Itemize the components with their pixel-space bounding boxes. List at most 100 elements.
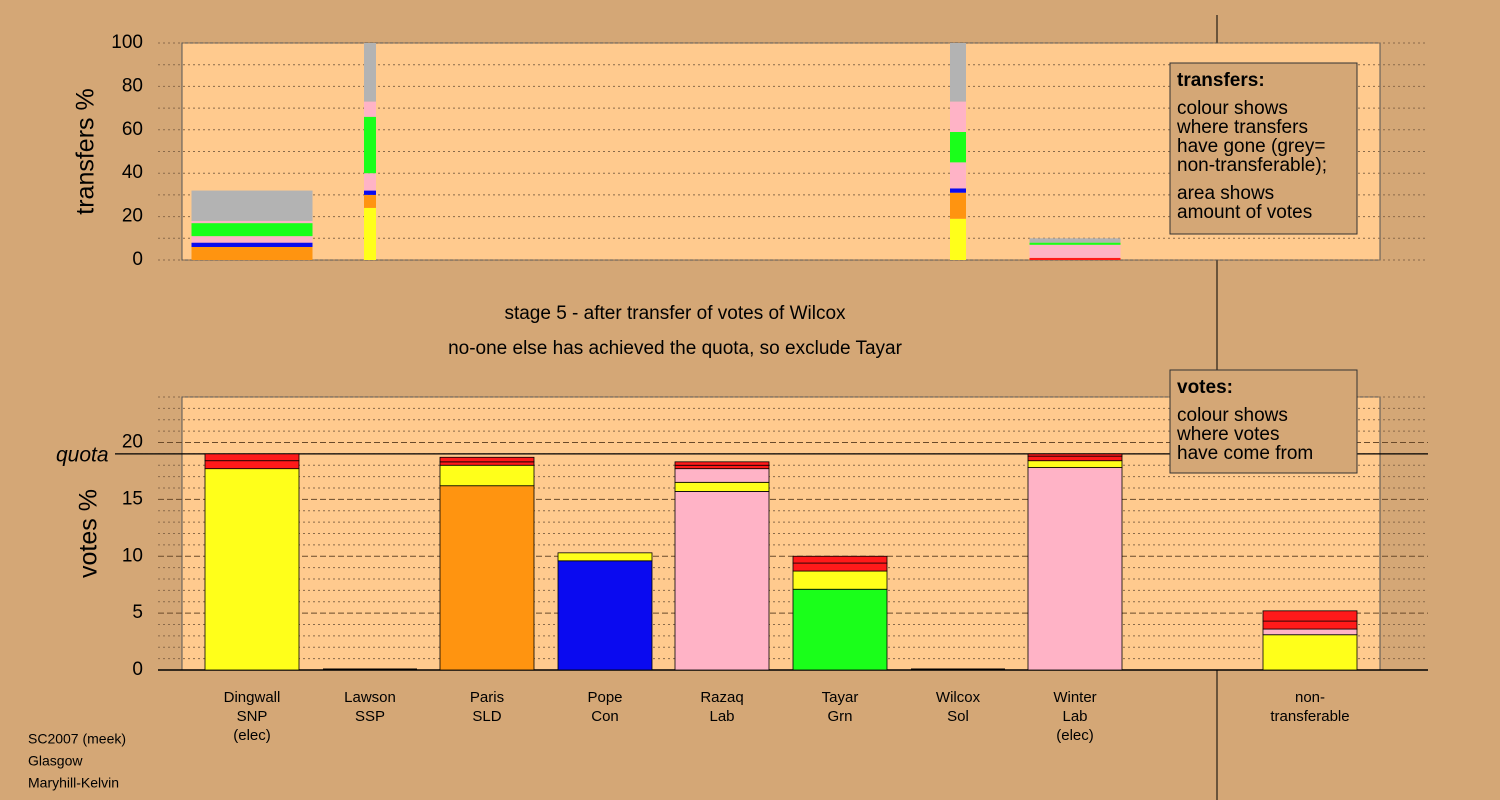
vote-segment [792, 562, 888, 572]
x-tick-label: SNP [237, 708, 268, 725]
transfer-segment [191, 190, 313, 221]
x-tick-label: non- [1295, 689, 1325, 706]
transfer-segment [364, 101, 376, 117]
x-tick-label: Grn [827, 708, 852, 725]
x-tick-label: Razaq [700, 689, 743, 706]
x-tick-label: transferable [1270, 708, 1349, 725]
quota-label: quota [56, 443, 109, 466]
vote-segment [1027, 453, 1123, 457]
legend-text: have gone (grey= [1177, 136, 1325, 157]
x-tick-label: SSP [355, 708, 385, 725]
x-tick-label: (elec) [233, 727, 271, 744]
vote-segment [792, 570, 888, 590]
x-tick-label: Winter [1053, 689, 1096, 706]
transfer-segment [191, 223, 313, 237]
y-tick-label: 100 [111, 32, 143, 53]
y-tick-label: 40 [122, 162, 143, 183]
transfer-segment [950, 188, 966, 193]
vote-segment [1262, 610, 1358, 622]
transfer-segment [950, 192, 966, 219]
stage-text: no-one else has achieved the quota, so e… [448, 338, 903, 359]
x-tick-label: Wilcox [936, 689, 981, 706]
vote-segment [1262, 634, 1358, 671]
vote-segment [204, 453, 300, 462]
transfer-segment [364, 43, 376, 102]
transfer-segment [191, 246, 313, 260]
y-tick-label: 15 [122, 488, 143, 509]
transfer-segment [1029, 257, 1121, 260]
legend-text: area shows [1177, 183, 1274, 204]
transfer-segment [191, 242, 313, 247]
x-tick-label: Pope [587, 689, 622, 706]
x-tick-label: Dingwall [224, 689, 281, 706]
transfer-segment [364, 173, 376, 191]
transfer-segment [191, 236, 313, 243]
footer-text: Glasgow [28, 753, 83, 769]
x-tick-label: Lab [1062, 708, 1087, 725]
vote-segment [439, 461, 535, 466]
vote-segment [1027, 455, 1123, 462]
x-tick-label: SLD [472, 708, 501, 725]
footer-text: Maryhill-Kelvin [28, 775, 119, 791]
transfer-segment [950, 218, 966, 260]
x-tick-label: (elec) [1056, 727, 1094, 744]
vote-segment [1027, 467, 1123, 671]
transfer-segment [364, 190, 376, 195]
y-tick-label: 60 [122, 119, 143, 140]
y-axis-label: transfers % [72, 88, 100, 214]
vote-segment [674, 481, 770, 492]
footer-text: SC2007 (meek) [28, 731, 126, 747]
transfer-segment [950, 43, 966, 102]
transfer-segment [191, 220, 313, 224]
stage-text: stage 5 - after transfer of votes of Wil… [504, 303, 846, 324]
y-tick-label: 0 [132, 659, 143, 680]
vote-segment [792, 555, 888, 564]
vote-segment [674, 464, 770, 470]
legend-title: transfers: [1177, 70, 1265, 91]
vote-segment [557, 560, 653, 671]
vote-segment [439, 456, 535, 463]
transfer-segment [950, 131, 966, 163]
transfer-segment [1029, 244, 1121, 258]
vote-segment [1262, 628, 1358, 636]
x-tick-label: Con [591, 708, 619, 725]
vote-segment [674, 461, 770, 466]
vote-segment [1027, 460, 1123, 468]
vote-segment [1262, 620, 1358, 630]
legend-title: votes: [1177, 377, 1233, 398]
vote-segment [674, 468, 770, 483]
legend-box [1169, 369, 1358, 474]
y-tick-label: 0 [132, 249, 143, 270]
vote-segment [439, 464, 535, 487]
legend-text: non-transferable); [1177, 155, 1327, 176]
x-tick-label: Paris [470, 689, 504, 706]
x-tick-label: Lab [709, 708, 734, 725]
y-tick-label: 10 [122, 545, 143, 566]
vote-segment [792, 588, 888, 671]
legend-text: amount of votes [1177, 202, 1312, 223]
transfer-segment [364, 207, 376, 260]
transfer-segment [364, 116, 376, 174]
legend-text: where votes [1176, 424, 1279, 445]
transfer-segment [1029, 242, 1121, 245]
x-tick-label: Sol [947, 708, 969, 725]
x-tick-label: Lawson [344, 689, 396, 706]
legend-text: colour shows [1177, 98, 1288, 119]
y-tick-label: 20 [122, 432, 143, 453]
vote-segment [204, 460, 300, 470]
vote-segment [439, 485, 535, 671]
transfer-segment [1029, 238, 1121, 243]
x-tick-label: Tayar [822, 689, 859, 706]
vote-segment [674, 491, 770, 671]
legend-text: where transfers [1176, 117, 1308, 138]
legend-text: have come from [1177, 443, 1313, 464]
transfer-segment [364, 194, 376, 208]
vote-segment [557, 552, 653, 562]
legend-text: colour shows [1177, 405, 1288, 426]
y-tick-label: 5 [132, 602, 143, 623]
vote-segment [204, 468, 300, 671]
y-axis-label: votes % [75, 489, 103, 578]
transfer-segment [950, 162, 966, 189]
y-tick-label: 20 [122, 206, 143, 227]
transfer-segment [950, 101, 966, 132]
